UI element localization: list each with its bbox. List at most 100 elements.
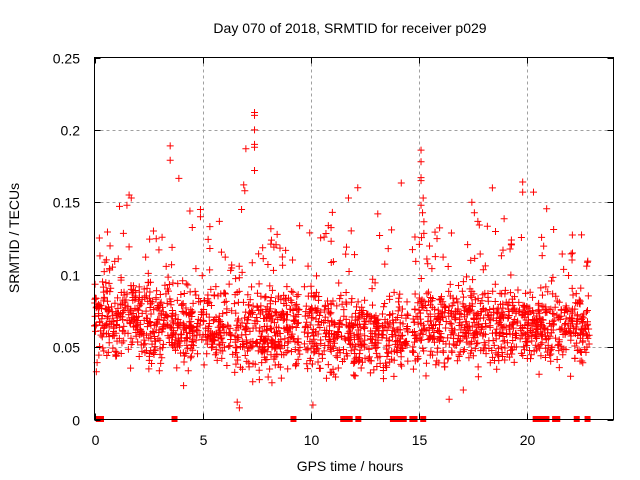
- data-point: [119, 327, 127, 335]
- data-point: [133, 326, 141, 334]
- data-point: [123, 201, 131, 209]
- data-point: [173, 364, 181, 372]
- data-point: [173, 296, 181, 304]
- data-point: [253, 289, 261, 297]
- data-point: [117, 276, 125, 284]
- data-point: [577, 284, 585, 292]
- data-point: [419, 209, 427, 217]
- data-point: [180, 289, 188, 297]
- data-point: [289, 256, 297, 264]
- data-point: [468, 198, 476, 206]
- data-point: [483, 222, 491, 230]
- data-point: [113, 317, 121, 325]
- data-point: [374, 331, 382, 339]
- data-point: [434, 344, 442, 352]
- data-point: [197, 308, 205, 316]
- data-point: [127, 364, 135, 372]
- data-point: [164, 273, 172, 281]
- data-point: [128, 289, 136, 297]
- data-point: [485, 337, 493, 345]
- data-point: [340, 306, 348, 314]
- data-point: [284, 338, 292, 346]
- data-point: [355, 313, 363, 321]
- data-point: [325, 337, 333, 345]
- data-point: [292, 313, 300, 321]
- data-point: [251, 143, 259, 151]
- data-point: [251, 126, 259, 134]
- data-point: [555, 347, 563, 355]
- data-point: [284, 327, 292, 335]
- data-point: [403, 322, 411, 330]
- data-point: [355, 333, 363, 341]
- data-point: [500, 215, 508, 223]
- data-point: [386, 311, 394, 319]
- data-point: [363, 311, 371, 319]
- data-point: [180, 352, 188, 360]
- data-point: [449, 334, 457, 342]
- data-point: [394, 307, 402, 315]
- data-point: [334, 364, 342, 372]
- data-point: [259, 347, 267, 355]
- data-point: [302, 308, 310, 316]
- data-point: [465, 322, 473, 330]
- data-point: [204, 235, 212, 243]
- data-point: [304, 292, 312, 300]
- data-point: [504, 314, 512, 322]
- data-point: [156, 336, 164, 344]
- data-point: [142, 314, 150, 322]
- data-point: [285, 328, 293, 336]
- data-point: [251, 360, 259, 368]
- data-point: [267, 225, 275, 233]
- data-point: [484, 311, 492, 319]
- data-point: [184, 281, 192, 289]
- data-point: [308, 305, 316, 313]
- data-point: [327, 259, 335, 267]
- data-point: [538, 302, 546, 310]
- data-point: [152, 320, 160, 328]
- data-point: [521, 346, 529, 354]
- data-point: [525, 333, 533, 341]
- data-point: [459, 293, 467, 301]
- data-point: [291, 316, 299, 324]
- data-point: [560, 309, 568, 317]
- data-point: [431, 253, 439, 261]
- data-point: [392, 331, 400, 339]
- data-point: [465, 308, 473, 316]
- data-point: [430, 338, 438, 346]
- data-point: [438, 308, 446, 316]
- data-point: [529, 293, 537, 301]
- data-point: [146, 303, 154, 311]
- data-point: [396, 290, 404, 298]
- data-point: [467, 292, 475, 300]
- data-point: [220, 298, 228, 306]
- data-point: [264, 373, 272, 381]
- data-point: [374, 210, 382, 218]
- data-point: [168, 331, 176, 339]
- data-point: [489, 329, 497, 337]
- data-point: [127, 341, 135, 349]
- data-point: [112, 352, 120, 360]
- data-point: [120, 337, 128, 345]
- data-point: [157, 359, 165, 367]
- data-point: [412, 257, 420, 265]
- data-point: [180, 324, 188, 332]
- data-point: [292, 360, 300, 368]
- data-point: [336, 295, 344, 303]
- data-point: [116, 310, 124, 318]
- data-point: [242, 323, 250, 331]
- data-point: [187, 344, 195, 352]
- data-point: [551, 303, 559, 311]
- data-point: [215, 326, 223, 334]
- data-point: [456, 348, 464, 356]
- data-point: [152, 235, 160, 243]
- data-point: [420, 218, 428, 226]
- data-point: [159, 344, 167, 352]
- data-point: [241, 352, 249, 360]
- data-point: [532, 332, 540, 340]
- data-point: [482, 350, 490, 358]
- data-point: [547, 350, 555, 358]
- data-point: [266, 365, 274, 373]
- data-point: [312, 346, 320, 354]
- data-point: [417, 177, 425, 185]
- data-point: [422, 372, 430, 380]
